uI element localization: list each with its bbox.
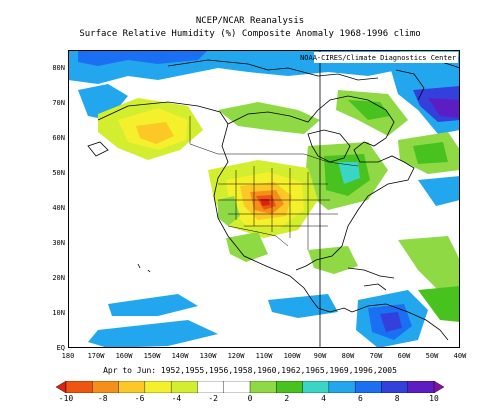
- colorbar-swatch: [328, 381, 356, 393]
- lat-label: 80N: [52, 63, 65, 72]
- colorbar-tick-label: 0: [247, 394, 253, 403]
- colorbar-swatch: [170, 381, 199, 393]
- lat-label: EQ: [56, 344, 65, 352]
- lon-label: 100W: [283, 352, 301, 360]
- colorbar-swatch: [249, 381, 277, 393]
- anomaly-map: NOAA-CIRES/Climate Diagnostics Center: [68, 50, 460, 348]
- colorbar-swatch: [144, 381, 172, 393]
- lat-label: 20N: [52, 273, 65, 282]
- lon-label: 110W: [255, 352, 273, 360]
- colorbar-tick-label: -2: [208, 394, 218, 403]
- composite-years-caption: Apr to Jun: 1952,1955,1956,1958,1960,196…: [103, 366, 397, 375]
- lon-label: 50W: [425, 352, 439, 360]
- borders: [189, 116, 359, 250]
- colorbar-tick-label: 10: [429, 394, 439, 403]
- lon-label: 160W: [115, 352, 133, 360]
- lon-label: 60W: [397, 352, 411, 360]
- lon-label: 70W: [369, 352, 383, 360]
- colorbar-swatch: [381, 381, 409, 393]
- lat-label: 50N: [52, 168, 65, 177]
- colorbar-tick-label: -6: [134, 394, 145, 403]
- lon-label: 90W: [313, 352, 327, 360]
- colorbar-tick-label: 6: [357, 394, 363, 403]
- colorbar-swatch: [118, 381, 146, 393]
- lon-label: 80W: [341, 352, 355, 360]
- lat-label: 70N: [52, 98, 65, 107]
- lon-label: 150W: [143, 352, 161, 360]
- lat-label: 30N: [52, 238, 65, 247]
- credit-box: [314, 52, 458, 63]
- colorbar-tick-label: -4: [171, 394, 182, 403]
- colorbar-swatch: [407, 381, 435, 393]
- colorbar-swatch: [302, 381, 330, 393]
- map-title: NCEP/NCAR Reanalysis: [195, 16, 305, 26]
- colorbar-swatch: [354, 381, 383, 393]
- credit-text: NOAA-CIRES/Climate Diagnostics Center: [300, 54, 456, 62]
- colorbar-swatch: [197, 381, 225, 393]
- anomaly-field: [68, 50, 460, 348]
- colorbar-swatch: [65, 381, 93, 393]
- lat-label: 40N: [52, 203, 65, 212]
- colorbar: [56, 381, 444, 393]
- colorbar-swatch: [276, 381, 304, 393]
- lon-label: 40W: [453, 352, 467, 360]
- colorbar-tick-label: 4: [321, 394, 326, 403]
- colorbar-tick-label: -10: [58, 394, 74, 403]
- map-subtitle: Surface Relative Humidity (%) Composite …: [79, 29, 421, 39]
- map-frame: [68, 50, 460, 348]
- lon-label: 170W: [87, 352, 105, 360]
- lon-label: 180: [61, 352, 75, 360]
- lon-label: 130W: [199, 352, 217, 360]
- colorbar-swatch: [433, 381, 444, 393]
- colorbar-tick-label: 2: [284, 394, 290, 403]
- colorbar-tick-label: -8: [97, 394, 108, 403]
- lon-label: 140W: [171, 352, 189, 360]
- colorbar-tick-label: 8: [394, 394, 400, 403]
- colorbar-swatch: [92, 381, 120, 393]
- colorbar-swatch: [223, 381, 251, 393]
- lat-label: 10N: [52, 308, 65, 317]
- colorbar-swatch: [56, 381, 67, 393]
- lon-label: 120W: [227, 352, 245, 360]
- lat-label: 60N: [52, 133, 65, 142]
